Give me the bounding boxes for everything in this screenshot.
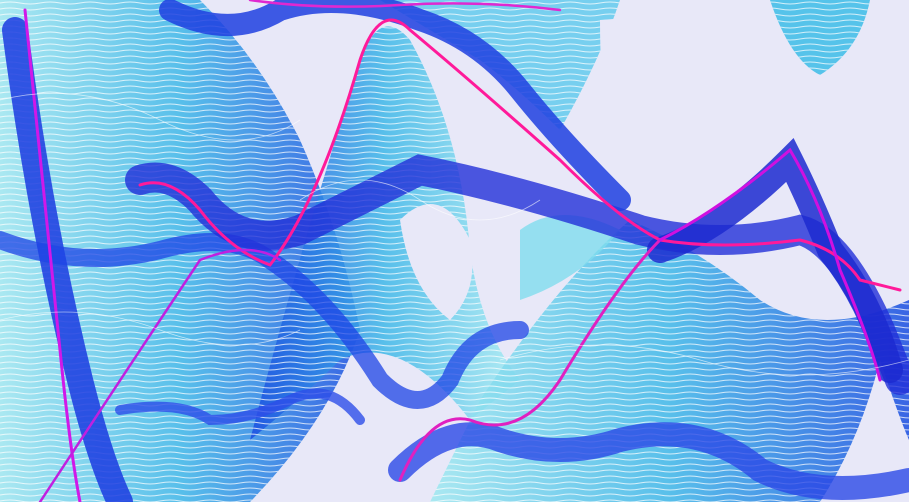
magenta-thread: [398, 238, 662, 482]
blue-band: [125, 154, 909, 395]
gap: [400, 204, 473, 320]
gap: [820, 360, 909, 502]
blue-band: [0, 231, 529, 409]
seam: [0, 92, 301, 141]
band-texture: [770, 0, 870, 75]
blue-band: [647, 138, 903, 383]
band-texture: [250, 26, 520, 441]
magenta-thread: [38, 248, 282, 502]
seam: [299, 179, 541, 221]
seam: [0, 311, 301, 346]
cyan-band: [520, 215, 620, 300]
blue-band: [159, 0, 631, 211]
blue-band: [2, 17, 133, 502]
gap: [600, 18, 775, 201]
magenta-thread: [248, 0, 562, 12]
magenta-thread: [658, 147, 882, 382]
band-texture: [430, 220, 909, 502]
seam: [499, 344, 909, 376]
blue-band: [115, 388, 365, 426]
white-seams: [0, 92, 909, 376]
blue-band: [388, 422, 909, 500]
magenta-threads: [23, 0, 902, 502]
